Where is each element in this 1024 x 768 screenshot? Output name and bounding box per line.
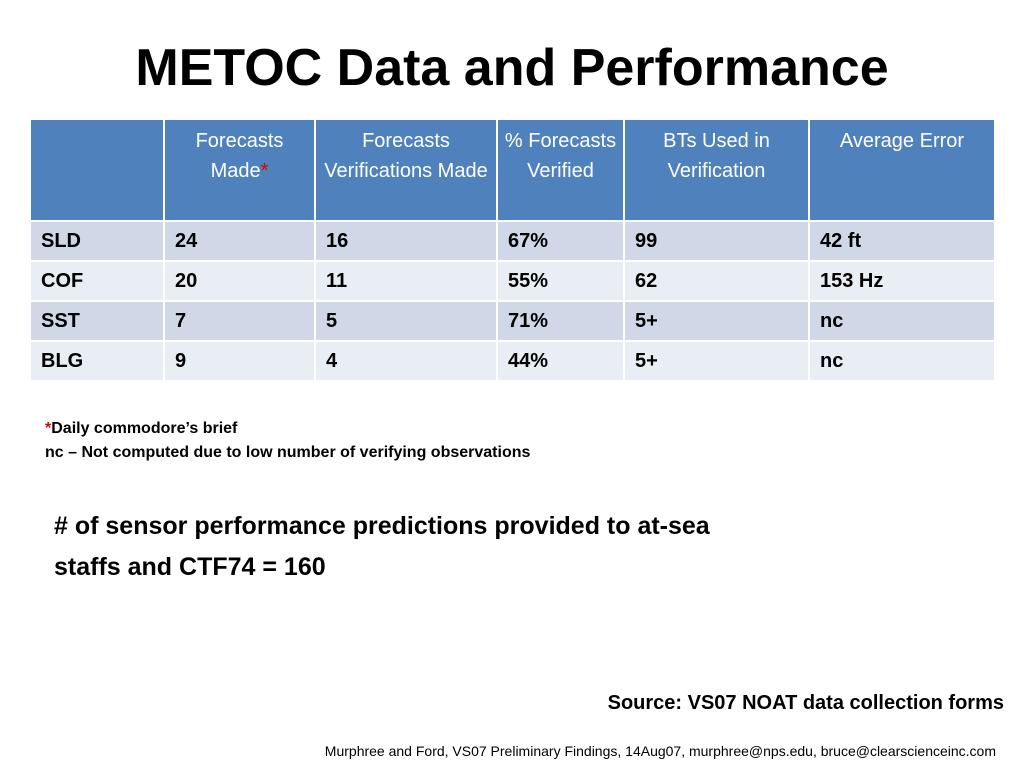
table-cell: 9 bbox=[163, 340, 316, 382]
header-cell-empty bbox=[29, 118, 165, 222]
header-cell-forecasts-made: Forecasts Made* bbox=[163, 118, 316, 222]
table-cell: COF bbox=[29, 260, 165, 302]
table-cell: 99 bbox=[623, 220, 810, 262]
table-cell: 62 bbox=[623, 260, 810, 302]
table-cell: 153 Hz bbox=[808, 260, 996, 302]
table-cell: 5+ bbox=[623, 340, 810, 382]
header-cell-bts-used: BTs Used in Verification bbox=[623, 118, 810, 222]
table-cell: 20 bbox=[163, 260, 316, 302]
table-cell: 11 bbox=[314, 260, 498, 302]
source-note: Source: VS07 NOAT data collection forms bbox=[607, 692, 1004, 714]
table-row: COF 20 11 55% 62 153 Hz bbox=[29, 260, 996, 302]
asterisk-note-text: Daily commodore’s brief bbox=[51, 420, 238, 437]
sensor-predictions-statement: # of sensor performance predictions prov… bbox=[54, 512, 710, 581]
footnotes: *Daily commodore’s brief nc – Not comput… bbox=[45, 417, 530, 465]
table-cell: 5 bbox=[314, 300, 498, 342]
header-label: Forecasts Made bbox=[195, 130, 284, 182]
header-cell-average-error: Average Error bbox=[808, 118, 996, 222]
table-cell: 55% bbox=[496, 260, 625, 302]
nc-note: nc – Not computed due to low number of v… bbox=[45, 444, 531, 461]
footnote-asterisk: * bbox=[260, 160, 269, 182]
table-cell: SLD bbox=[29, 220, 165, 262]
table-cell: BLG bbox=[29, 340, 165, 382]
page-title: METOC Data and Performance bbox=[135, 39, 889, 97]
table-row: SLD 24 16 67% 99 42 ft bbox=[29, 220, 996, 262]
table-header-row: Forecasts Made* Forecasts Verifications … bbox=[29, 118, 996, 222]
note-asterisk: * bbox=[45, 420, 52, 437]
table-cell: 42 ft bbox=[808, 220, 996, 262]
table-cell: 67% bbox=[496, 220, 625, 262]
table-row: SST 7 5 71% 5+ nc bbox=[29, 300, 996, 342]
table-cell: 4 bbox=[314, 340, 498, 382]
table-cell: SST bbox=[29, 300, 165, 342]
header-cell-percent-verified: % Forecasts Verified bbox=[496, 118, 625, 222]
table-cell: 7 bbox=[163, 300, 316, 342]
metoc-table: Forecasts Made* Forecasts Verifications … bbox=[29, 118, 996, 382]
table-cell: 24 bbox=[163, 220, 316, 262]
table-cell: nc bbox=[808, 300, 996, 342]
slide-footer: Murphree and Ford, VS07 Preliminary Find… bbox=[324, 743, 996, 759]
header-cell-verifications-made: Forecasts Verifications Made bbox=[314, 118, 498, 222]
table-row: BLG 9 4 44% 5+ nc bbox=[29, 340, 996, 382]
table-cell: 5+ bbox=[623, 300, 810, 342]
table-cell: 16 bbox=[314, 220, 498, 262]
table-cell: nc bbox=[808, 340, 996, 382]
table-cell: 44% bbox=[496, 340, 625, 382]
table-cell: 71% bbox=[496, 300, 625, 342]
asterisk-note: *Daily commodore’s brief bbox=[45, 417, 530, 441]
